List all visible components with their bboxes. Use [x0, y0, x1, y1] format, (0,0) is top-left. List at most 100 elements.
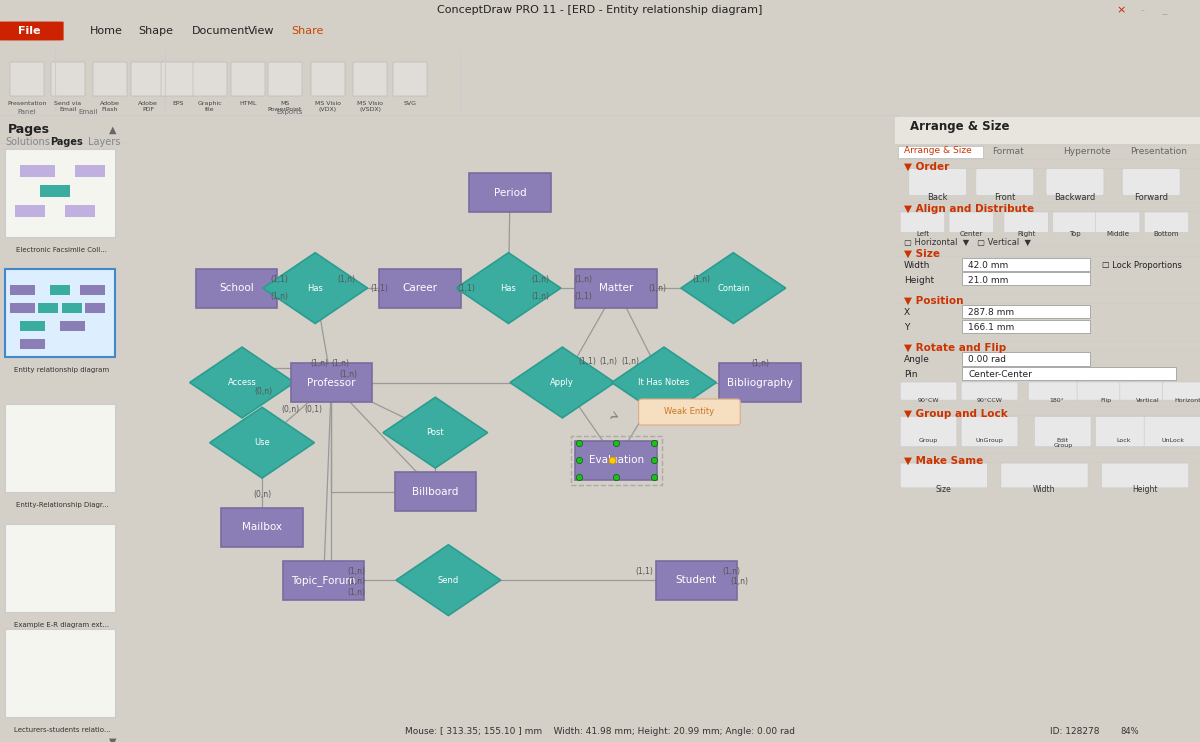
Text: Career: Career [402, 283, 438, 293]
Text: 84%: 84% [1120, 727, 1139, 737]
Text: School: School [220, 283, 254, 293]
FancyBboxPatch shape [1122, 168, 1180, 196]
Text: (1,1): (1,1) [370, 283, 388, 292]
Text: Backward: Backward [1055, 193, 1096, 202]
Text: ▼ Position: ▼ Position [904, 296, 964, 306]
Text: EPS: EPS [173, 101, 184, 106]
Text: Size: Size [936, 485, 952, 494]
Text: ☐ Lock Proportions: ☐ Lock Proportions [1103, 261, 1182, 270]
Text: Example E-R diagram ext...: Example E-R diagram ext... [14, 622, 109, 628]
Text: Bottom: Bottom [1153, 231, 1180, 237]
Text: Flip: Flip [1100, 398, 1111, 404]
Text: Electronic Facsimile Coll...: Electronic Facsimile Coll... [17, 247, 108, 253]
Text: UnGroup: UnGroup [976, 438, 1003, 443]
Text: ▼ Group and Lock: ▼ Group and Lock [904, 409, 1008, 418]
Text: (0,n): (0,n) [282, 405, 300, 414]
Text: X: X [904, 308, 911, 317]
Text: MS Visio
(VDX): MS Visio (VDX) [314, 101, 341, 112]
FancyBboxPatch shape [908, 168, 967, 196]
Text: UnLock: UnLock [1162, 438, 1184, 443]
Text: ▼ Make Same: ▼ Make Same [904, 456, 984, 466]
Text: Pages: Pages [50, 137, 83, 147]
Text: (1,1): (1,1) [270, 275, 288, 284]
Text: Access: Access [228, 378, 257, 387]
Text: Lock: Lock [1116, 438, 1132, 443]
Text: Share: Share [292, 26, 324, 36]
FancyBboxPatch shape [962, 272, 1091, 285]
FancyBboxPatch shape [1144, 416, 1200, 447]
FancyBboxPatch shape [576, 441, 658, 480]
Bar [14, 205, 46, 217]
Text: Front: Front [994, 193, 1015, 202]
FancyBboxPatch shape [1028, 382, 1085, 400]
Text: (1,1): (1,1) [578, 358, 596, 367]
Text: (1,n): (1,n) [692, 275, 710, 284]
Text: Pages: Pages [8, 123, 50, 136]
FancyBboxPatch shape [131, 62, 166, 96]
Text: -: - [1140, 5, 1145, 15]
Text: Mouse: [ 313.35; 155.10 ] mm    Width: 41.98 mm; Height: 20.99 mm; Angle: 0.00 r: Mouse: [ 313.35; 155.10 ] mm Width: 41.9… [406, 727, 796, 737]
Text: Center: Center [960, 231, 983, 237]
Text: ▲: ▲ [109, 125, 116, 135]
Text: Document: Document [192, 26, 250, 36]
Bar [20, 339, 46, 349]
Text: Professor: Professor [307, 378, 355, 387]
Text: (1,n): (1,n) [722, 567, 740, 576]
Text: Home: Home [90, 26, 122, 36]
Text: (0,n): (0,n) [253, 490, 271, 499]
FancyBboxPatch shape [976, 168, 1033, 196]
FancyBboxPatch shape [1001, 463, 1088, 488]
FancyBboxPatch shape [898, 146, 984, 158]
FancyBboxPatch shape [1096, 212, 1140, 232]
Text: File: File [18, 26, 40, 36]
Polygon shape [263, 253, 367, 324]
FancyBboxPatch shape [268, 62, 302, 96]
Text: (1,n): (1,n) [649, 283, 667, 292]
Text: Layers: Layers [88, 137, 120, 147]
Text: 0.00 rad: 0.00 rad [968, 355, 1007, 364]
FancyBboxPatch shape [962, 305, 1091, 318]
Text: Middle: Middle [1106, 231, 1129, 237]
FancyBboxPatch shape [961, 382, 1018, 400]
Text: Adobe
PDF: Adobe PDF [138, 101, 158, 112]
Text: Topic_Forum: Topic_Forum [292, 575, 356, 585]
FancyBboxPatch shape [395, 472, 476, 511]
Text: 166.1 mm: 166.1 mm [968, 323, 1014, 332]
Text: (1,n): (1,n) [532, 292, 550, 301]
Text: (1,n): (1,n) [532, 275, 550, 284]
FancyBboxPatch shape [962, 352, 1091, 366]
FancyBboxPatch shape [1096, 416, 1152, 447]
FancyBboxPatch shape [949, 212, 994, 232]
Text: Hypernote: Hypernote [1063, 147, 1110, 157]
Polygon shape [210, 407, 314, 478]
Text: MS
PowerPoint: MS PowerPoint [268, 101, 302, 112]
Text: Angle: Angle [904, 355, 930, 364]
Text: ID: 128278: ID: 128278 [1050, 727, 1099, 737]
FancyBboxPatch shape [655, 561, 737, 600]
FancyBboxPatch shape [1120, 382, 1176, 400]
FancyBboxPatch shape [193, 62, 227, 96]
Text: 180°: 180° [1049, 398, 1064, 404]
Bar [40, 185, 70, 197]
FancyBboxPatch shape [311, 62, 346, 96]
Bar [20, 321, 46, 331]
Text: ×: × [1116, 5, 1126, 15]
Text: 287.8 mm: 287.8 mm [968, 308, 1014, 317]
Text: Weak Entity: Weak Entity [665, 407, 714, 416]
Text: 42.0 mm: 42.0 mm [968, 261, 1008, 270]
Text: 90°CW: 90°CW [918, 398, 940, 404]
Text: (1,1): (1,1) [636, 567, 654, 576]
Text: (1,n): (1,n) [270, 292, 288, 301]
Text: Billboard: Billboard [412, 487, 458, 496]
Text: (1,1): (1,1) [457, 283, 475, 292]
Text: Lecturers-students relatio...: Lecturers-students relatio... [13, 727, 110, 733]
FancyBboxPatch shape [638, 399, 740, 425]
FancyBboxPatch shape [5, 269, 115, 357]
FancyBboxPatch shape [900, 463, 988, 488]
Text: Send via
Email: Send via Email [54, 101, 82, 112]
Polygon shape [396, 545, 500, 616]
Text: Entity relationship diagram: Entity relationship diagram [14, 367, 109, 373]
Text: Edit
Group: Edit Group [1054, 438, 1073, 448]
Text: Top: Top [1069, 231, 1081, 237]
Text: Has: Has [307, 283, 323, 292]
